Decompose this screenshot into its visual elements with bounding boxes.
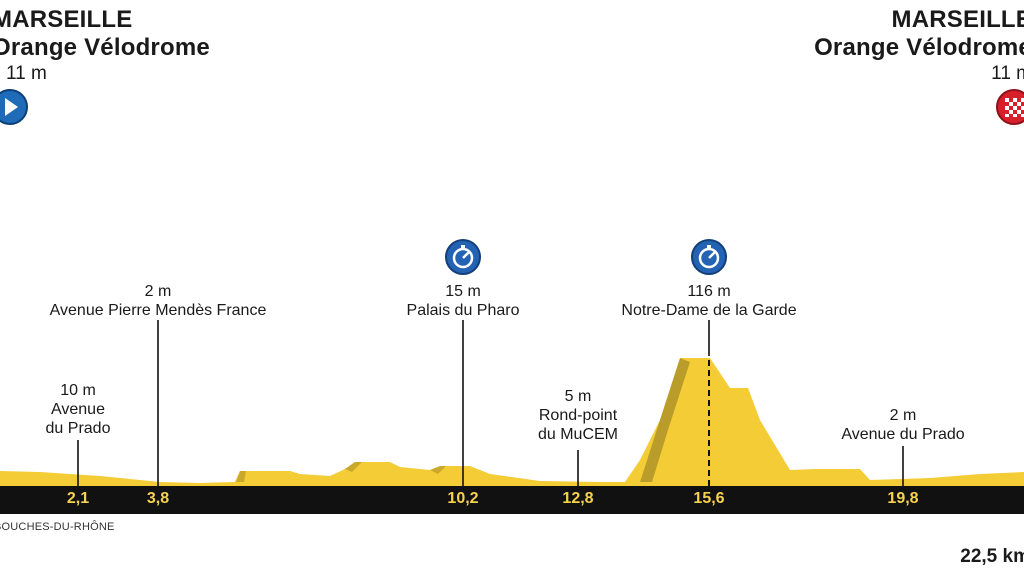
waypoint-name: Notre-Dame de la Garde xyxy=(621,302,797,319)
start-city: MARSEILLE xyxy=(0,6,133,33)
waypoint-altitude: 15 m xyxy=(445,283,481,300)
timer-checkpoint-icon xyxy=(445,239,481,275)
waypoint-label-pierre-mendes-france: 2 m Avenue Pierre Mendès France xyxy=(50,282,267,320)
km-marker: 2,1 xyxy=(66,490,90,507)
waypoint-altitude: 2 m xyxy=(144,283,172,300)
total-distance: 22,5 km xyxy=(960,546,1024,567)
waypoint-label-palais-du-pharo: 15 m Palais du Pharo xyxy=(407,282,520,320)
waypoint-name: du Prado xyxy=(45,420,111,437)
finish-location: MARSEILLE Orange Vélodrome 11 m xyxy=(814,6,1024,85)
waypoint-altitude: 116 m xyxy=(687,283,731,300)
km-marker: 3,8 xyxy=(146,490,170,507)
start-venue: Orange Vélodrome xyxy=(0,34,210,61)
waypoint-label-rond-point-mucem: 5 m Rond-point du MuCEM xyxy=(538,387,618,444)
km-marker: 15,6 xyxy=(693,490,725,507)
waypoint-label-avenue-du-prado: 10 m Avenue du Prado xyxy=(46,381,111,438)
waypoint-label-avenue-du-prado-2: 2 m Avenue du Prado xyxy=(841,406,964,444)
finish-altitude: 11 m xyxy=(991,63,1024,84)
checkered-finish-icon xyxy=(996,89,1024,125)
elevation-shadow xyxy=(640,358,690,482)
waypoint-name: Avenue xyxy=(51,401,105,418)
km-marker: 10,2 xyxy=(447,490,479,507)
elevation-area xyxy=(0,358,1024,486)
km-marker: 19,8 xyxy=(887,490,919,507)
waypoint-altitude: 5 m xyxy=(564,388,592,405)
start-flag-icon xyxy=(0,89,28,125)
waypoint-label-notre-dame-de-la-garde: 116 m Notre-Dame de la Garde xyxy=(621,282,796,320)
waypoint-name: Avenue du Prado xyxy=(841,426,965,443)
finish-city: MARSEILLE xyxy=(891,6,1024,33)
timer-checkpoint-icon xyxy=(691,239,727,275)
waypoint-name: Palais du Pharo xyxy=(406,302,520,319)
distance-band xyxy=(0,486,1024,514)
finish-venue: Orange Vélodrome xyxy=(814,34,1024,61)
start-location: MARSEILLE Orange Vélodrome 11 m xyxy=(0,6,210,85)
waypoint-name: Avenue Pierre Mendès France xyxy=(49,302,267,319)
waypoint-name: Rond-point xyxy=(538,407,618,424)
start-altitude: 11 m xyxy=(6,63,47,84)
waypoint-name: du MuCEM xyxy=(537,426,619,443)
waypoint-altitude: 10 m xyxy=(60,382,96,399)
km-marker: 12,8 xyxy=(562,490,594,507)
region-label: BOUCHES-DU-RHÔNE xyxy=(0,521,115,533)
waypoint-altitude: 2 m xyxy=(889,407,917,424)
